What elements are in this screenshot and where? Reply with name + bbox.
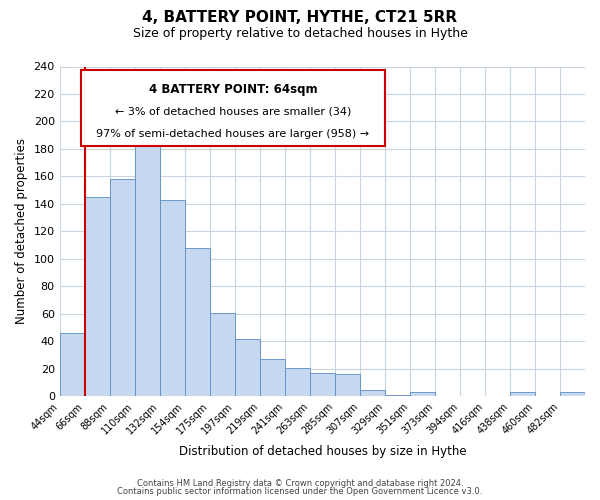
Bar	[59, 333, 85, 396]
Bar	[260, 360, 285, 397]
X-axis label: Distribution of detached houses by size in Hythe: Distribution of detached houses by size …	[179, 444, 466, 458]
Bar	[385, 395, 410, 396]
Bar	[310, 373, 335, 396]
Text: Contains public sector information licensed under the Open Government Licence v3: Contains public sector information licen…	[118, 487, 482, 496]
Text: 4 BATTERY POINT: 64sqm: 4 BATTERY POINT: 64sqm	[149, 83, 317, 96]
Bar	[335, 374, 360, 396]
Bar	[560, 392, 585, 396]
Text: Contains HM Land Registry data © Crown copyright and database right 2024.: Contains HM Land Registry data © Crown c…	[137, 478, 463, 488]
Bar	[85, 197, 110, 396]
Text: 97% of semi-detached houses are larger (958) →: 97% of semi-detached houses are larger (…	[97, 129, 370, 139]
Bar	[410, 392, 435, 396]
Bar	[110, 179, 135, 396]
Bar	[135, 120, 160, 396]
Bar	[185, 248, 210, 396]
Bar	[160, 200, 185, 396]
Text: 4, BATTERY POINT, HYTHE, CT21 5RR: 4, BATTERY POINT, HYTHE, CT21 5RR	[142, 10, 458, 25]
FancyBboxPatch shape	[80, 70, 385, 146]
Bar	[510, 392, 535, 396]
Bar	[210, 312, 235, 396]
Bar	[235, 338, 260, 396]
Text: ← 3% of detached houses are smaller (34): ← 3% of detached houses are smaller (34)	[115, 106, 351, 116]
Y-axis label: Number of detached properties: Number of detached properties	[15, 138, 28, 324]
Text: Size of property relative to detached houses in Hythe: Size of property relative to detached ho…	[133, 28, 467, 40]
Bar	[360, 390, 385, 396]
Bar	[285, 368, 310, 396]
